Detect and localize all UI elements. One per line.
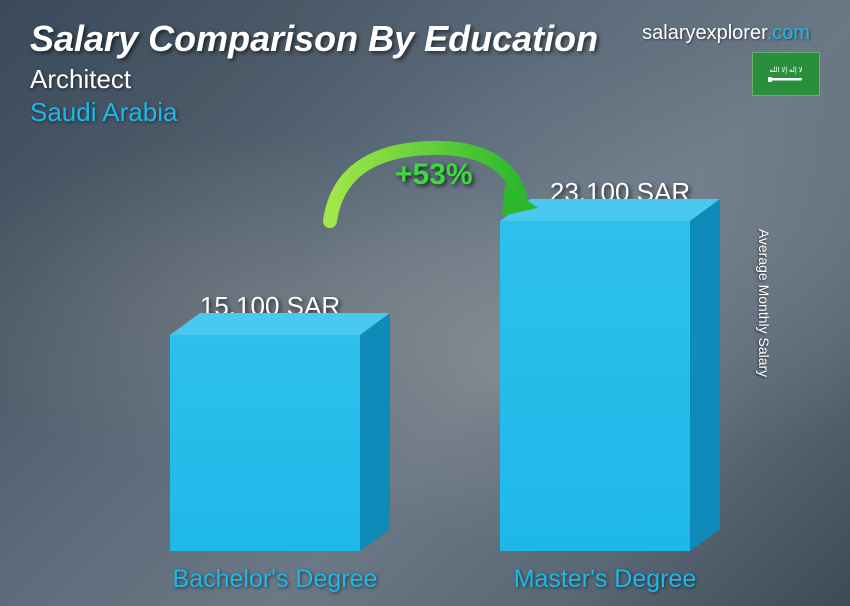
brand-name: salaryexplorer: [642, 22, 767, 44]
chart-country: Saudi Arabia: [30, 97, 820, 128]
bar-label: Master's Degree: [485, 565, 725, 594]
bar-front-face: [500, 221, 690, 551]
brand-label: salaryexplorer.com: [642, 22, 810, 45]
chart-area: +53% 15,100 SAR Bachelor's Degree 23,100…: [0, 146, 850, 606]
bar-side-face: [360, 313, 390, 551]
bar-front-face: [170, 335, 360, 551]
brand-tld: .com: [767, 22, 810, 44]
bar-label: Bachelor's Degree: [155, 565, 395, 594]
country-flag-icon: لا إله إلا الله: [752, 52, 820, 96]
bar-top-face: [170, 313, 390, 337]
svg-text:لا إله إلا الله: لا إله إلا الله: [769, 66, 802, 74]
delta-percentage: +53%: [395, 158, 473, 192]
delta-arrow-icon: [310, 136, 550, 256]
bar-side-face: [690, 199, 720, 551]
chart-subtitle: Architect: [30, 64, 820, 95]
